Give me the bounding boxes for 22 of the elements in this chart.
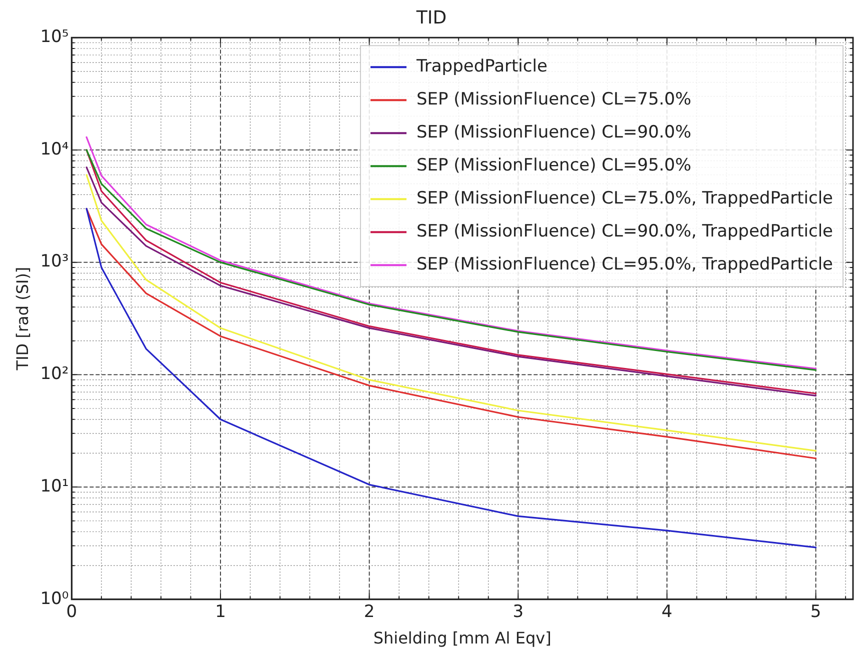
x-tick-label: 4 bbox=[662, 602, 672, 622]
y-tick-label: 10⁰ bbox=[40, 588, 69, 609]
x-tick-label: 2 bbox=[364, 602, 375, 622]
legend-label: SEP (MissionFluence) CL=95.0%, TrappedParticle bbox=[416, 254, 834, 275]
y-tick-label: 10¹ bbox=[40, 476, 69, 496]
x-tick-label: 3 bbox=[512, 602, 524, 622]
y-tick-label: 10⁴ bbox=[40, 139, 69, 160]
legend-label: SEP (MissionFluence) CL=90.0%, TrappedParticle bbox=[416, 222, 834, 242]
y-tick-label: 10⁵ bbox=[40, 27, 69, 48]
legend-label: SEP (MissionFluence) CL=90.0% bbox=[416, 122, 692, 143]
x-tick-label: 5 bbox=[810, 602, 822, 622]
y-tick-label: 10² bbox=[40, 364, 69, 384]
legend-label: SEP (MissionFluence) CL=75.0% bbox=[416, 90, 692, 110]
legend-label: SEP (MissionFluence) CL=75.0%, TrappedParticle bbox=[416, 188, 834, 209]
legend-label: TrappedParticle bbox=[415, 56, 548, 77]
x-tick-label: 0 bbox=[66, 602, 78, 622]
y-tick-label: 10³ bbox=[40, 252, 69, 272]
x-tick-label: 1 bbox=[215, 602, 226, 622]
y-axis-title: TID [rad (SI)] bbox=[12, 266, 32, 372]
x-axis-title: Shielding [mm Al Eqv] bbox=[373, 628, 552, 648]
legend-label: SEP (MissionFluence) CL=95.0% bbox=[416, 156, 692, 176]
chart-title: TID bbox=[415, 7, 447, 28]
